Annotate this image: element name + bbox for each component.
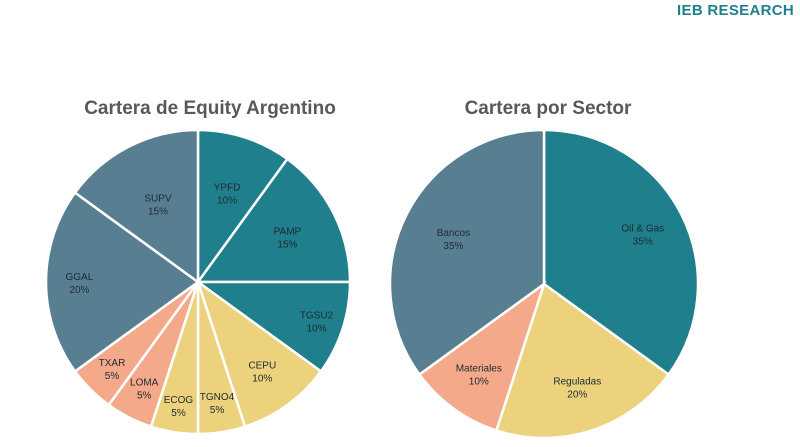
slice-label-ecog: ECOG	[164, 395, 194, 406]
slice-value-oil-gas: 35%	[633, 237, 653, 248]
pie-slice-ggal	[44, 190, 201, 374]
slice-label-loma: LOMA	[130, 378, 159, 389]
pie-chart-equity: YPFD 10% PAMP 15% TGSU2 10% CEPU 10% TGNO4 5% ECOG…	[44, 128, 352, 436]
pie-slice-pamp	[195, 157, 352, 284]
pie-slice-oil-gas	[542, 128, 700, 377]
slice-value-loma: 5%	[137, 391, 152, 402]
slice-label-bancos: Bancos	[437, 228, 470, 239]
slice-value-materiales: 10%	[469, 377, 489, 388]
pie-slice-materiales	[417, 280, 547, 433]
slice-label-cepu: CEPU	[248, 361, 276, 372]
pie-chart-sector: Oil & Gas 35% Reguladas 20% Materiales 10% Ban…	[388, 128, 700, 440]
pie-slice-reguladas	[494, 281, 671, 440]
pie-slice-bancos	[388, 128, 546, 377]
chart-title-equity: Cartera de Equity Argentino	[84, 98, 336, 119]
pie-slice-cepu	[195, 278, 323, 429]
slice-value-tgsu2: 10%	[306, 324, 326, 335]
slice-label-pamp: PAMP	[274, 227, 302, 238]
slice-value-cepu: 10%	[252, 374, 272, 385]
slice-value-tgno4: 5%	[210, 405, 225, 416]
slice-label-txar: TXAR	[99, 358, 126, 369]
slice-value-txar: 5%	[105, 371, 120, 382]
slice-label-tgsu2: TGSU2	[300, 311, 334, 322]
slice-value-ypfd: 10%	[217, 195, 237, 206]
slice-value-reguladas: 20%	[567, 390, 587, 401]
slice-value-bancos: 35%	[443, 241, 463, 252]
slice-value-supv: 15%	[148, 206, 168, 217]
slice-label-materiales: Materiales	[456, 364, 502, 375]
slice-label-oil-gas: Oil & Gas	[621, 224, 664, 235]
chart-title-sector: Cartera por Sector	[464, 98, 632, 119]
pie-slice-ypfd	[196, 128, 290, 286]
slice-value-pamp: 15%	[277, 240, 297, 251]
slice-label-supv: SUPV	[144, 193, 172, 204]
slice-label-ypfd: YPFD	[214, 182, 241, 193]
slice-label-ggal: GGAL	[66, 272, 94, 283]
slice-label-reguladas: Reguladas	[553, 377, 601, 388]
slice-value-ecog: 5%	[171, 408, 186, 419]
slice-label-tgno4: TGNO4	[200, 392, 235, 403]
pie-slice-supv	[73, 128, 200, 285]
slice-value-ggal: 20%	[69, 285, 89, 296]
pie-slice-tgsu2	[194, 280, 352, 374]
brand-logo-text: IEB RESEARCH	[677, 2, 794, 19]
